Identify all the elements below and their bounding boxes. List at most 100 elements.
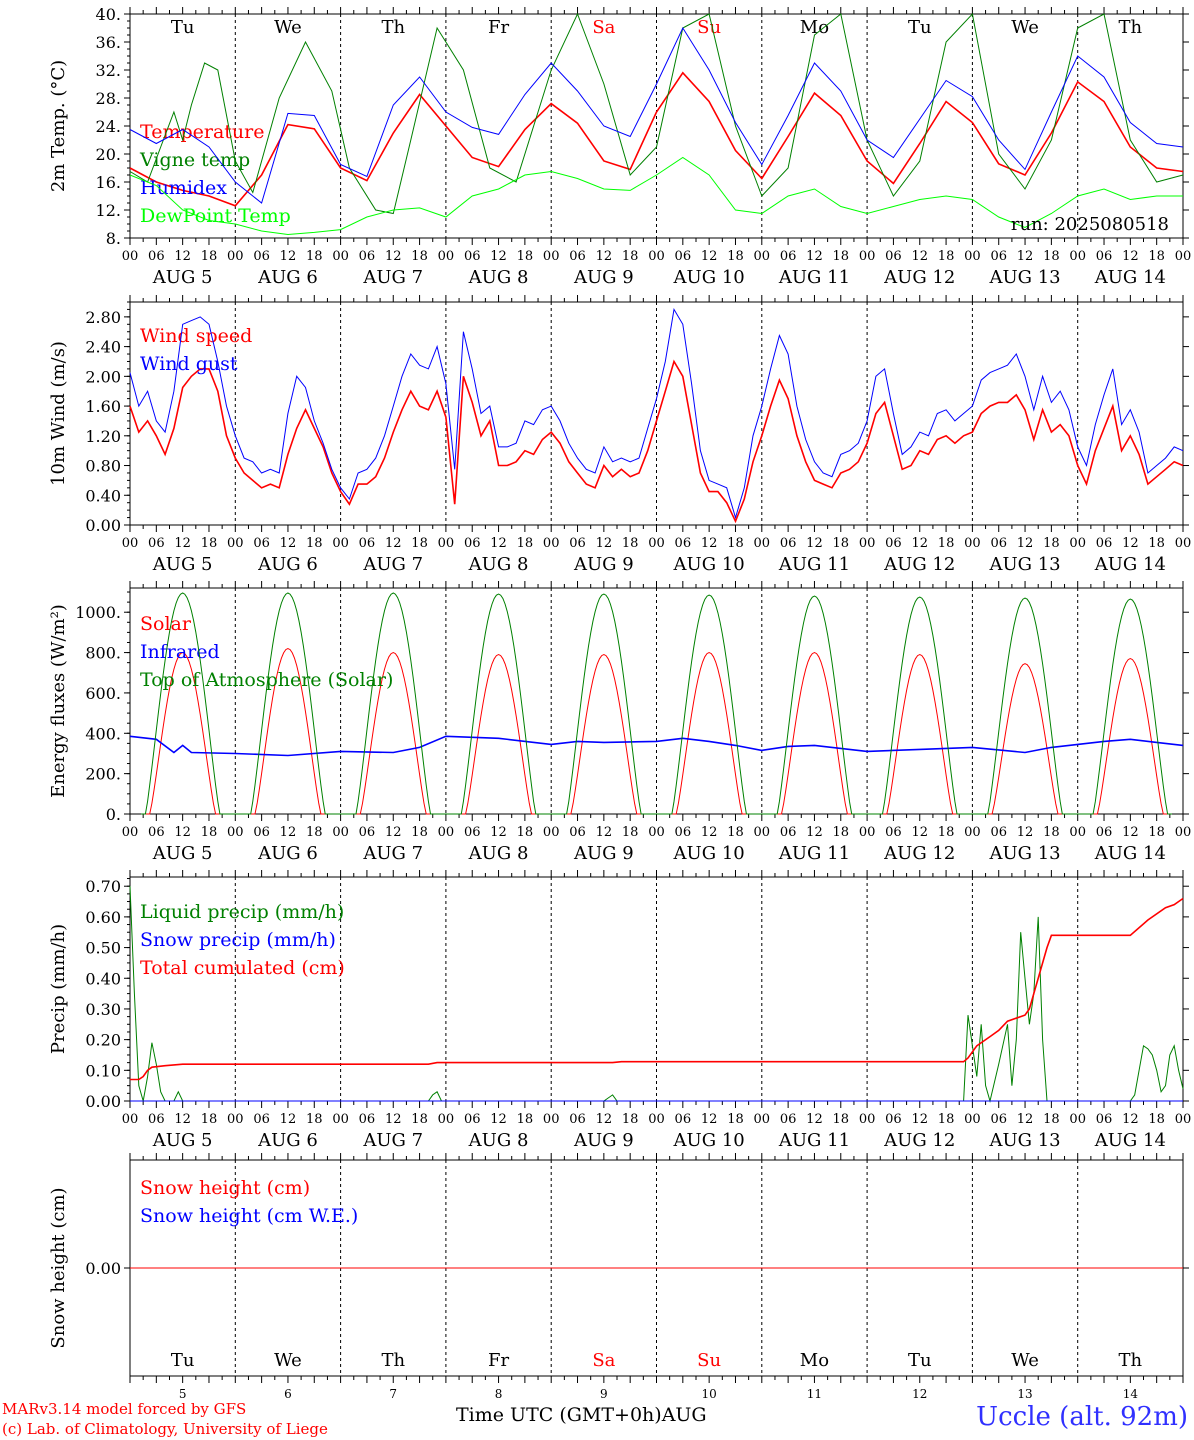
hour-label: 00 bbox=[964, 536, 981, 551]
hour-label: 18 bbox=[833, 536, 850, 551]
date-label: AUG 11 bbox=[778, 554, 850, 575]
hour-label: 00 bbox=[964, 249, 981, 264]
y-tick-label: 0.40 bbox=[85, 486, 121, 505]
hour-label: 06 bbox=[780, 825, 797, 840]
weekday-label: Tu bbox=[171, 17, 195, 38]
y-axis-label: 10m Wind (m/s) bbox=[48, 341, 69, 486]
y-tick-label: 0.00 bbox=[85, 1259, 121, 1278]
hour-label: 00 bbox=[438, 1112, 455, 1127]
series-line-temp-3 bbox=[129, 156, 1183, 236]
y-tick-label: 2.00 bbox=[85, 367, 121, 386]
hour-label: 06 bbox=[464, 536, 481, 551]
hour-label: 12 bbox=[806, 536, 823, 551]
hour-label: 06 bbox=[780, 1112, 797, 1127]
hour-label: 18 bbox=[517, 536, 534, 551]
model-credit: MARv3.14 model forced by GFS bbox=[2, 1400, 247, 1418]
date-label: AUG 6 bbox=[257, 267, 318, 288]
hour-label: 12 bbox=[806, 1112, 823, 1127]
hour-label: 12 bbox=[385, 825, 402, 840]
hour-label: 18 bbox=[938, 249, 955, 264]
hour-label: 00 bbox=[754, 1112, 771, 1127]
weekday-label: Th bbox=[1119, 17, 1143, 38]
series-line-temp-1 bbox=[129, 12, 1184, 215]
hour-label: 18 bbox=[1043, 1112, 1060, 1127]
hour-label: 18 bbox=[1043, 825, 1060, 840]
hour-label: 12 bbox=[701, 536, 718, 551]
day-number-label: 7 bbox=[389, 1387, 397, 1401]
hour-label: 12 bbox=[490, 536, 507, 551]
y-tick-label: 40. bbox=[96, 5, 121, 24]
hour-label: 00 bbox=[332, 249, 349, 264]
date-label: AUG 9 bbox=[573, 267, 634, 288]
date-label: AUG 7 bbox=[362, 267, 423, 288]
weekday-label-bottom: We bbox=[1011, 1350, 1039, 1371]
hour-label: 18 bbox=[1043, 249, 1060, 264]
y-tick-label: 28. bbox=[96, 89, 121, 108]
date-label: AUG 6 bbox=[257, 843, 318, 864]
weekday-label-bottom: Sa bbox=[592, 1350, 615, 1371]
hour-label: 18 bbox=[517, 825, 534, 840]
hour-label: 12 bbox=[385, 536, 402, 551]
hour-label: 00 bbox=[1069, 1112, 1086, 1127]
y-tick-label: 36. bbox=[96, 33, 121, 52]
hour-label: 18 bbox=[727, 249, 744, 264]
series-line-wind-0 bbox=[129, 359, 1184, 524]
legend-entry-precip-1: Snow precip (mm/h) bbox=[140, 929, 336, 951]
hour-label: 06 bbox=[1096, 249, 1113, 264]
series-line-temp-2 bbox=[129, 26, 1184, 204]
hour-label: 06 bbox=[359, 249, 376, 264]
y-axis-label: Energy fluxes (W/m²) bbox=[48, 604, 69, 798]
hour-label: 06 bbox=[885, 1112, 902, 1127]
hour-label: 18 bbox=[1148, 249, 1165, 264]
legend-entry-temp-2: Humidex bbox=[140, 177, 227, 199]
lab-credit: (c) Lab. of Climatology, University of L… bbox=[2, 1420, 328, 1438]
hour-label: 06 bbox=[569, 249, 586, 264]
hour-label: 12 bbox=[596, 1112, 613, 1127]
hour-label: 06 bbox=[990, 249, 1007, 264]
hour-label: 18 bbox=[622, 1112, 639, 1127]
series-line-flux-2 bbox=[141, 592, 1172, 815]
hour-label: 18 bbox=[201, 825, 218, 840]
date-label: AUG 13 bbox=[988, 554, 1060, 575]
hour-label: 18 bbox=[517, 1112, 534, 1127]
hour-label: 12 bbox=[490, 825, 507, 840]
hour-label: 18 bbox=[1148, 536, 1165, 551]
weekday-label: We bbox=[1011, 17, 1039, 38]
day-number-label: 13 bbox=[1017, 1387, 1032, 1401]
weekday-label: Su bbox=[697, 17, 721, 38]
weekday-label-bottom: Th bbox=[1119, 1350, 1143, 1371]
date-label: AUG 6 bbox=[257, 554, 318, 575]
legend-entry-flux-1: Infrared bbox=[140, 641, 220, 663]
hour-label: 06 bbox=[253, 1112, 270, 1127]
weekday-label-bottom: Th bbox=[381, 1350, 405, 1371]
hour-label: 06 bbox=[990, 825, 1007, 840]
hour-label: 12 bbox=[1122, 536, 1139, 551]
y-tick-label: 200. bbox=[85, 765, 121, 784]
hour-label: 12 bbox=[1122, 825, 1139, 840]
hour-label: 12 bbox=[911, 825, 928, 840]
day-number-label: 11 bbox=[807, 1387, 822, 1401]
hour-label: 18 bbox=[938, 1112, 955, 1127]
legend-entry-temp-0: Temperature bbox=[140, 121, 264, 143]
hour-label: 12 bbox=[701, 825, 718, 840]
hour-label: 00 bbox=[543, 825, 560, 840]
weekday-label: Mo bbox=[800, 17, 829, 38]
date-label: AUG 12 bbox=[883, 843, 955, 864]
hour-label: 06 bbox=[569, 825, 586, 840]
hour-label: 06 bbox=[675, 536, 692, 551]
y-axis-label: Precip (mm/h) bbox=[48, 924, 69, 1054]
series-line-flux-1 bbox=[129, 735, 1184, 757]
date-label: AUG 8 bbox=[468, 843, 529, 864]
date-label: AUG 7 bbox=[362, 843, 423, 864]
day-number-label: 10 bbox=[702, 1387, 717, 1401]
date-label: AUG 11 bbox=[778, 267, 850, 288]
y-axis-label: 2m Temp. (°C) bbox=[48, 60, 69, 192]
hour-label: 18 bbox=[201, 1112, 218, 1127]
hour-label: 06 bbox=[675, 1112, 692, 1127]
hour-label: 12 bbox=[174, 249, 191, 264]
hour-label: 12 bbox=[1017, 825, 1034, 840]
hour-label: 12 bbox=[1017, 1112, 1034, 1127]
hour-label: 00 bbox=[122, 249, 139, 264]
hour-label: 18 bbox=[622, 249, 639, 264]
date-label: AUG 9 bbox=[573, 554, 634, 575]
